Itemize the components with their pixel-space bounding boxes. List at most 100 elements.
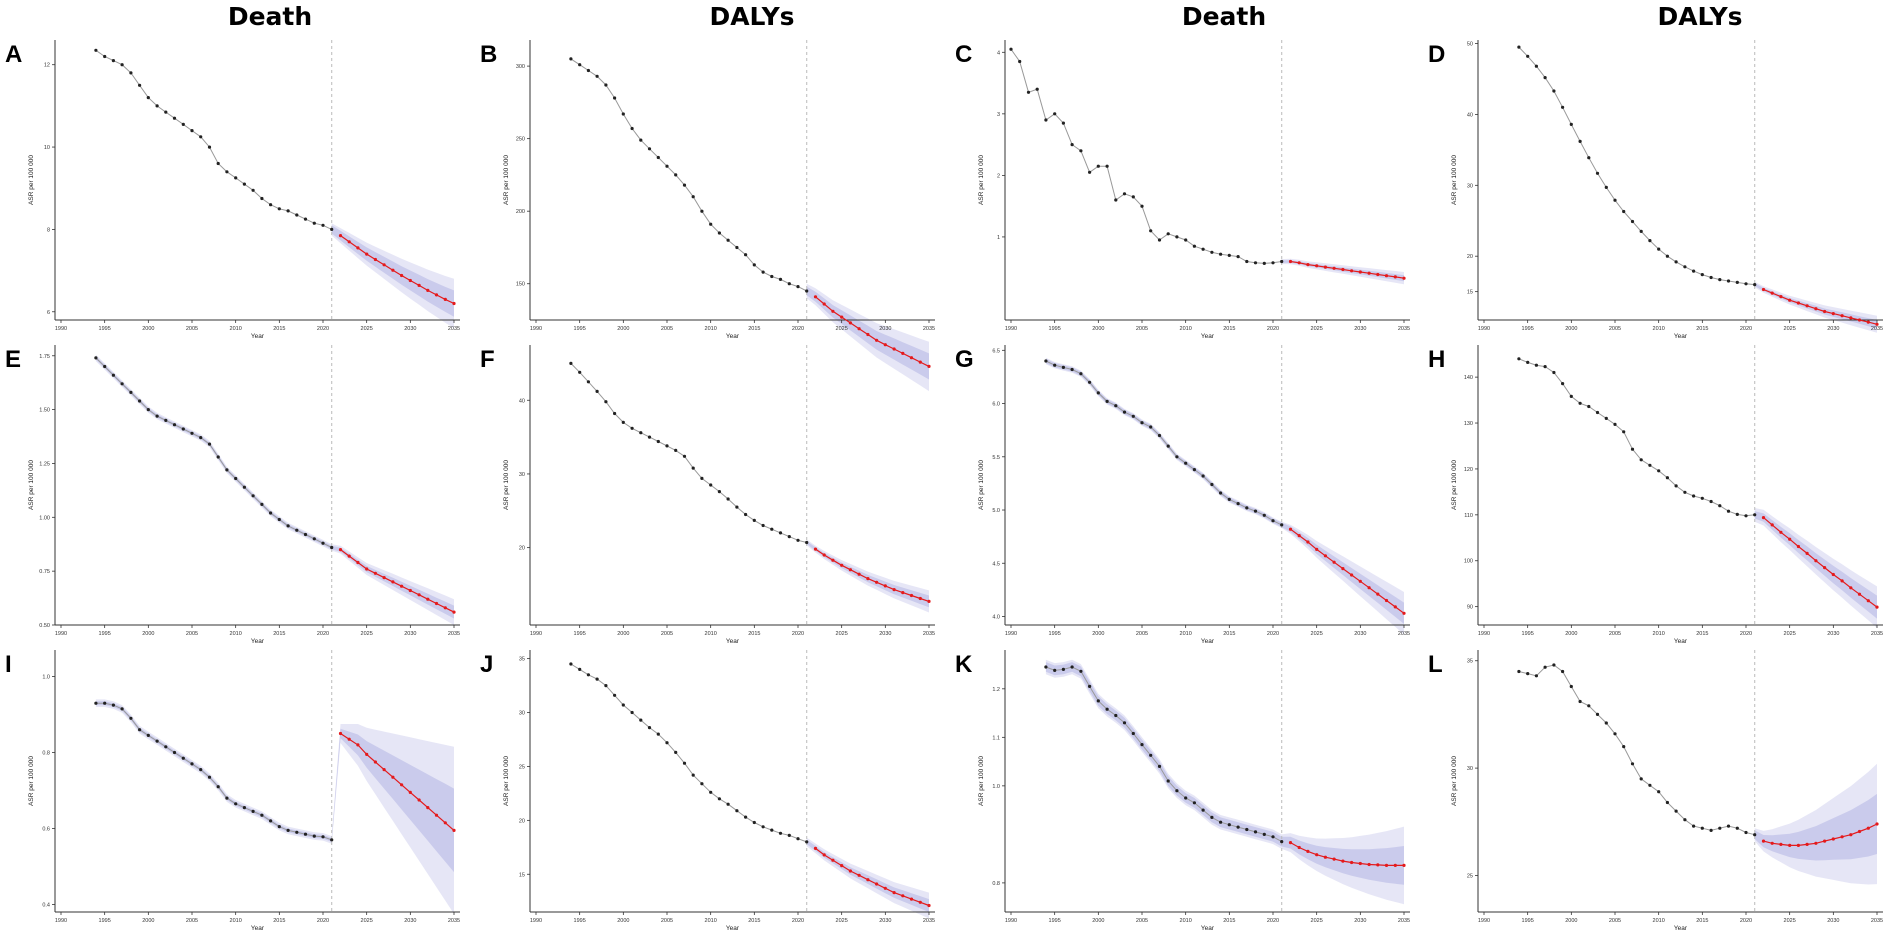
x-tick-label-k: 2025 — [1311, 918, 1323, 924]
observed-point-d — [1709, 275, 1713, 280]
observed-point-b — [665, 164, 669, 168]
x-tick-label-i: 1990 — [55, 918, 67, 924]
observed-point-i — [260, 813, 264, 817]
predicted-point-l — [1875, 822, 1879, 826]
y-tick-label-d: 40 — [1467, 112, 1473, 118]
observed-line-b — [570, 58, 807, 292]
observed-line-a — [95, 49, 332, 230]
panel-g: G 4.0 4.5 5.0 5.5 6.0 6.5 1990 1995 2000 2005 2010 2… — [955, 345, 1410, 645]
predicted-point-l — [1849, 833, 1853, 837]
x-tick-label-i: 2005 — [186, 918, 198, 924]
observed-point-h — [1526, 360, 1530, 364]
x-tick-label-j: 2025 — [836, 918, 848, 924]
predicted-point-d — [1823, 309, 1827, 314]
predicted-point-d — [1805, 304, 1809, 308]
x-axis-label-f: Year — [726, 638, 740, 645]
observed-point-c — [1009, 47, 1013, 51]
predicted-point-e — [400, 584, 404, 588]
predicted-point-e — [365, 567, 369, 571]
predicted-point-j — [883, 886, 887, 890]
observed-point-l — [1674, 809, 1678, 813]
panel-i: I 0.4 0.6 0.8 1.0 1990 1995 2000 2005 2010 2015 202… — [5, 650, 460, 932]
y-axis-label-d: ASR per 100 000 — [1451, 155, 1458, 205]
x-tick-label-l: 2000 — [1565, 918, 1577, 924]
observed-point-k — [1192, 801, 1196, 805]
observed-point-i — [242, 806, 246, 810]
observed-point-j — [586, 673, 591, 677]
observed-point-f — [647, 435, 652, 439]
observed-point-i — [321, 835, 325, 839]
observed-point-b — [778, 277, 783, 281]
x-tick-label-d: 2035 — [1871, 326, 1883, 332]
predicted-point-h — [1875, 605, 1879, 609]
observed-point-c — [1079, 149, 1083, 153]
predicted-line-e — [340, 549, 455, 613]
observed-point-f — [682, 454, 687, 458]
observed-point-j — [578, 667, 582, 672]
observed-point-k — [1210, 815, 1214, 820]
observed-point-l — [1630, 762, 1635, 766]
uncertainty-band-inner-e — [95, 356, 455, 619]
observed-point-a — [321, 223, 325, 227]
x-tick-label-b: 1995 — [574, 326, 586, 332]
x-tick-label-b: 2015 — [748, 326, 760, 332]
predicted-point-i — [443, 821, 447, 825]
predicted-point-i — [426, 806, 430, 810]
observed-point-j — [656, 732, 660, 736]
x-tick-label-h: 2025 — [1784, 631, 1796, 637]
observed-point-i — [129, 716, 133, 720]
observed-point-e — [103, 364, 107, 369]
observed-point-g — [1271, 519, 1275, 523]
observed-point-i — [277, 825, 281, 829]
x-tick-label-e: 2005 — [186, 631, 198, 637]
uncertainty-band-outer-l — [1754, 763, 1877, 885]
observed-point-c — [1070, 143, 1074, 147]
y-axis-label-b: ASR per 100 000 — [503, 155, 510, 205]
observed-point-l — [1753, 833, 1757, 837]
predicted-point-g — [1350, 573, 1354, 577]
observed-point-l — [1517, 669, 1521, 674]
observed-point-e — [242, 485, 246, 489]
observed-point-j — [682, 761, 687, 765]
observed-point-e — [303, 532, 308, 537]
observed-point-a — [286, 209, 290, 213]
y-tick-label-g: 5.5 — [992, 455, 1000, 461]
observed-point-c — [1105, 164, 1109, 168]
observed-point-b — [604, 83, 608, 87]
observed-point-k — [1245, 827, 1249, 832]
x-axis-label-k: Year — [1201, 925, 1215, 932]
observed-point-a — [260, 196, 264, 201]
observed-point-f — [586, 380, 591, 384]
predicted-point-c — [1315, 264, 1319, 268]
y-tick-label-e: 0.75 — [39, 569, 50, 575]
observed-point-i — [190, 762, 194, 766]
y-tick-label-e: 1.00 — [39, 515, 50, 521]
observed-point-d — [1639, 229, 1643, 233]
predicted-point-i — [356, 743, 360, 747]
observed-point-c — [1157, 238, 1162, 242]
observed-point-a — [138, 83, 142, 87]
x-tick-label-a: 2000 — [142, 326, 154, 332]
observed-point-a — [269, 203, 273, 207]
x-tick-label-f: 1995 — [574, 631, 586, 637]
observed-point-e — [164, 418, 168, 422]
observed-point-d — [1630, 219, 1635, 224]
predicted-point-h — [1814, 559, 1818, 563]
predicted-point-a — [417, 283, 421, 287]
predicted-point-e — [338, 548, 343, 552]
observed-point-g — [1210, 482, 1214, 487]
x-tick-label-b: 2025 — [836, 326, 848, 332]
observed-point-a — [207, 145, 212, 149]
predicted-point-j — [848, 869, 853, 873]
observed-point-a — [199, 135, 203, 139]
observed-point-e — [146, 408, 150, 412]
predicted-point-d — [1788, 298, 1792, 302]
predicted-point-c — [1376, 272, 1380, 277]
predicted-point-f — [909, 593, 914, 598]
predicted-point-l — [1779, 842, 1783, 847]
observed-point-h — [1561, 382, 1565, 386]
observed-line-g — [1045, 360, 1282, 526]
observed-point-i — [155, 739, 159, 743]
observed-point-b — [805, 289, 809, 293]
